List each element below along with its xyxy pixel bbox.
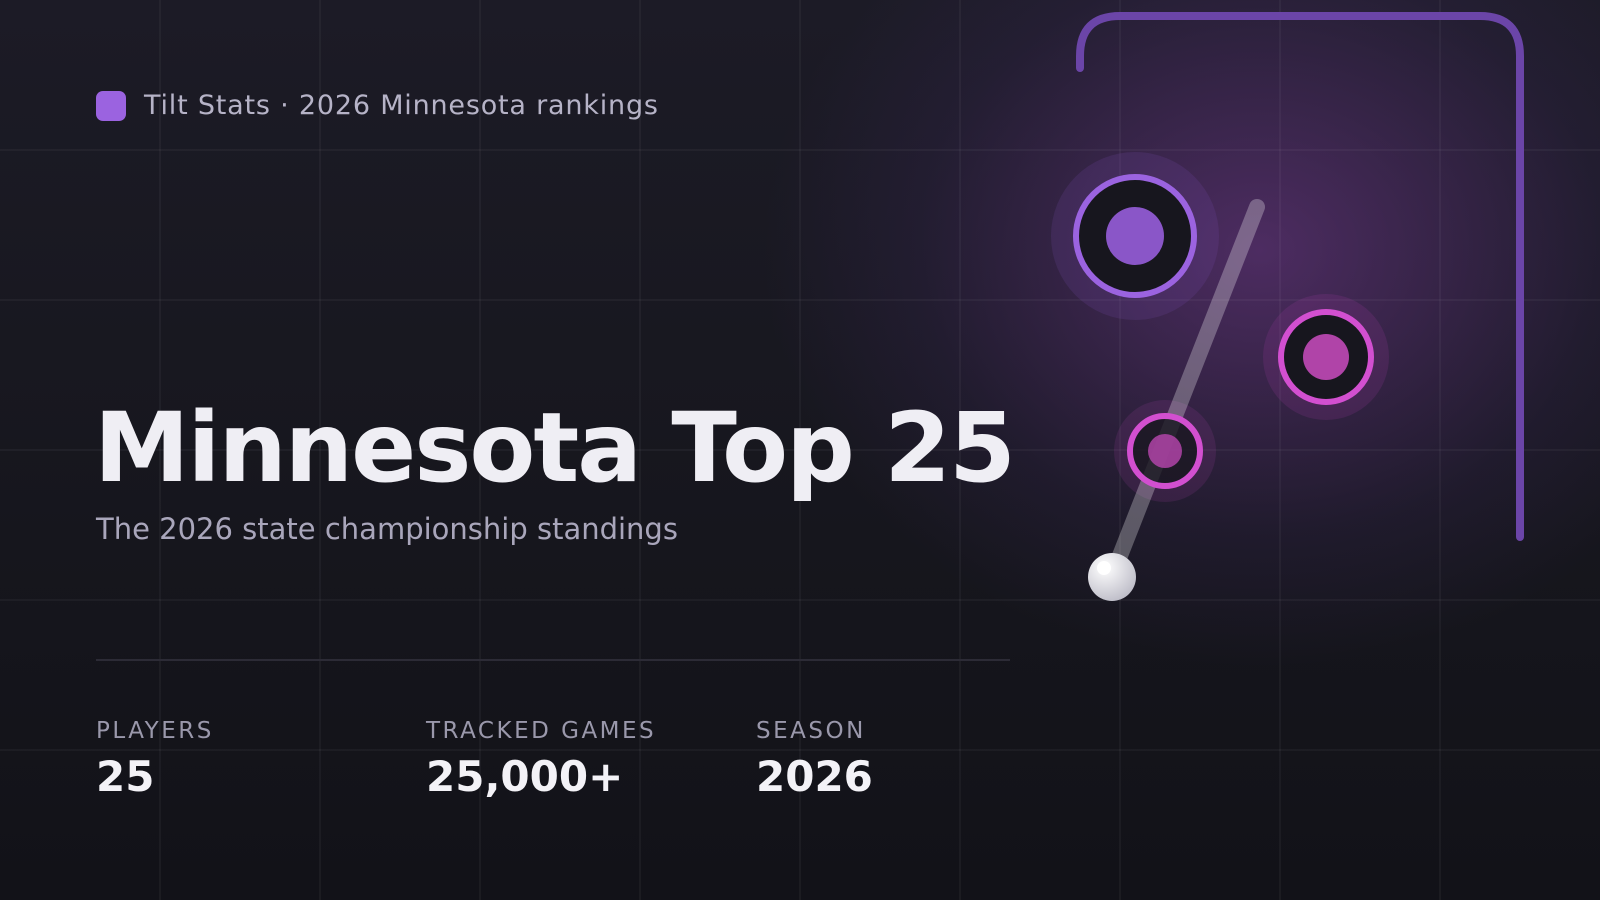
- stat-value: 25,000+: [426, 752, 624, 801]
- stat: PLAYERS 25: [96, 718, 214, 801]
- bumper-core: [1148, 434, 1182, 468]
- stat: SEASON 2026: [756, 718, 873, 801]
- brand-logo: [96, 90, 126, 121]
- flipper: [1104, 199, 1265, 584]
- stat-label: SEASON: [756, 718, 866, 744]
- stat-value: 2026: [756, 752, 873, 801]
- ball: [1088, 553, 1136, 601]
- title: Minnesota Top 25: [94, 392, 1016, 504]
- stat: TRACKED GAMES 25,000+: [426, 718, 656, 801]
- bumper-core: [1106, 207, 1164, 265]
- divider: [96, 659, 1010, 661]
- stat-label: PLAYERS: [96, 718, 214, 744]
- ball-shine: [1097, 561, 1111, 575]
- brand-text: Tilt Stats · 2026 Minnesota rankings: [144, 90, 659, 121]
- stat-label: TRACKED GAMES: [426, 718, 657, 744]
- rail: [1076, 12, 1524, 541]
- bumper-core: [1303, 334, 1349, 380]
- subtitle: The 2026 state championship standings: [96, 512, 678, 546]
- stat-value: 25: [96, 752, 155, 801]
- brand: Tilt Stats · 2026 Minnesota rankings: [96, 90, 659, 121]
